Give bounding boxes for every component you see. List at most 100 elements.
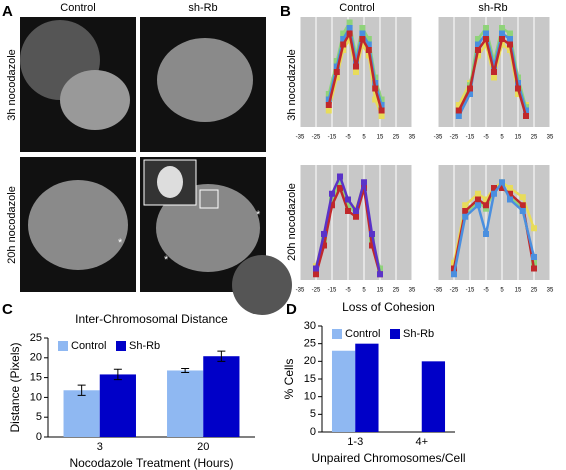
x-tick-label: 4+ — [415, 436, 428, 448]
y-axis-label: % Cells — [282, 359, 296, 400]
bar — [203, 356, 240, 437]
point — [462, 208, 469, 214]
point — [345, 208, 351, 214]
point — [491, 185, 497, 191]
y-tick-label: 0 — [310, 426, 316, 438]
point — [365, 41, 372, 48]
x-tick-label: 20 — [197, 441, 209, 453]
point — [325, 91, 332, 97]
x-tick-label: 35 — [547, 288, 554, 294]
y-tick-label: 20 — [304, 355, 316, 367]
point — [475, 41, 481, 48]
point — [483, 205, 489, 212]
point — [377, 271, 383, 278]
point — [491, 190, 497, 197]
bar — [99, 374, 136, 437]
point — [483, 41, 489, 48]
point — [507, 190, 513, 197]
row-label: 3h nocodazole — [6, 49, 18, 121]
x-tick-label: 35 — [409, 135, 416, 141]
y-tick-label: 25 — [30, 332, 42, 344]
point — [451, 271, 457, 278]
point — [333, 69, 340, 75]
x-tick-label: 5 — [362, 288, 366, 294]
x-tick-label: 25 — [531, 288, 538, 294]
point — [499, 179, 505, 186]
point — [346, 30, 353, 37]
point — [515, 85, 521, 92]
x-tick-label: 35 — [547, 135, 554, 141]
point — [467, 85, 473, 92]
legend-swatch — [332, 329, 342, 339]
asterisk: * — [256, 209, 261, 221]
point — [340, 30, 347, 37]
x-tick-label: -25 — [450, 135, 459, 141]
point — [531, 254, 537, 260]
point — [475, 202, 481, 209]
point — [372, 85, 379, 92]
point — [345, 202, 351, 209]
x-tick-label: 35 — [409, 288, 416, 294]
point — [337, 173, 343, 180]
y-tick-label: 15 — [30, 372, 42, 384]
point — [507, 196, 513, 203]
legend-swatch — [58, 341, 68, 351]
y-tick-label: 15 — [304, 373, 316, 385]
point — [483, 196, 489, 203]
y-axis-label: Distance (Pixels) — [8, 342, 22, 432]
column-label: Control — [60, 2, 95, 14]
point — [333, 74, 340, 81]
point — [378, 107, 385, 114]
legend-label: Sh-Rb — [403, 328, 434, 340]
point — [325, 102, 332, 108]
point — [491, 63, 497, 70]
error-bar — [77, 384, 86, 396]
x-tick-label: 25 — [393, 288, 400, 294]
point — [499, 41, 505, 48]
x-tick-label: 15 — [377, 135, 384, 141]
column-label: sh-Rb — [188, 2, 217, 14]
point — [515, 91, 521, 97]
point — [359, 30, 366, 37]
column-label: Control — [339, 2, 374, 14]
point — [378, 113, 385, 119]
y-tick-label: 10 — [30, 391, 42, 403]
point — [462, 202, 469, 209]
chart-title: Inter-Chromosomal Distance — [75, 312, 228, 326]
point — [475, 47, 481, 53]
point — [365, 36, 372, 42]
legend-label: Control — [345, 328, 380, 340]
y-tick-label: 10 — [304, 391, 316, 403]
point — [499, 30, 505, 37]
point — [455, 113, 462, 119]
point — [499, 25, 505, 31]
panel-label: C — [2, 301, 13, 318]
point — [369, 231, 375, 237]
point — [353, 63, 359, 70]
point — [353, 69, 359, 75]
point — [507, 30, 513, 37]
point — [325, 107, 332, 114]
point — [491, 74, 497, 81]
legend-label: Control — [71, 340, 106, 352]
x-tick-label: 25 — [531, 135, 538, 141]
point — [519, 194, 526, 201]
chart-title: Loss of Cohesion — [342, 300, 435, 314]
panel-label: D — [286, 301, 297, 318]
x-tick-label: 5 — [362, 135, 366, 141]
point — [337, 179, 343, 186]
y-tick-label: 5 — [36, 411, 42, 423]
bar — [63, 390, 100, 437]
point — [483, 36, 489, 42]
point — [507, 41, 513, 48]
point — [359, 25, 366, 31]
x-tick-label: -35 — [434, 288, 443, 294]
point — [455, 107, 462, 114]
legend-swatch — [116, 341, 126, 351]
x-tick-label: -35 — [296, 135, 305, 141]
micrographs — [20, 17, 292, 315]
row-label: 3h nocodazole — [286, 49, 298, 121]
error-bar — [217, 350, 226, 362]
point — [499, 36, 505, 42]
x-tick-label: -15 — [466, 288, 475, 294]
